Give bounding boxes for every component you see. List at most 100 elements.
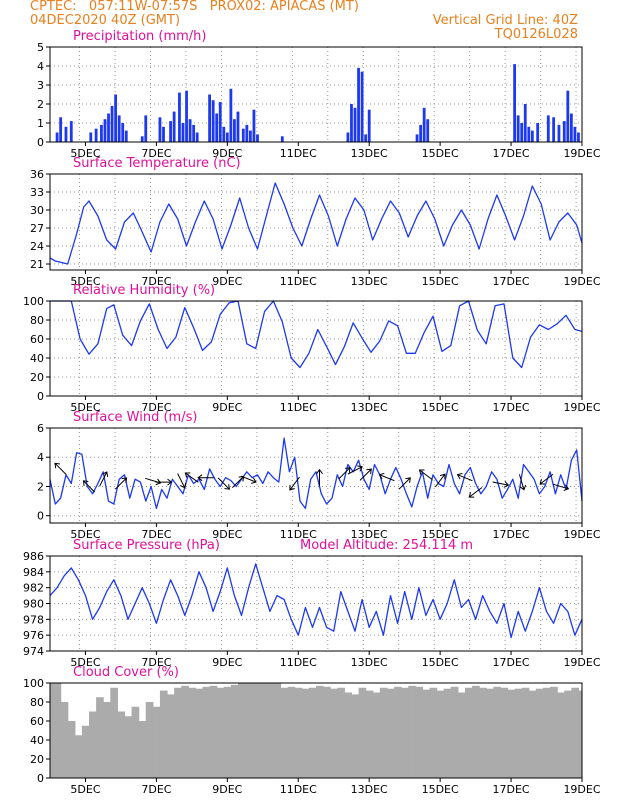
wind-ytick-label: 0: [37, 510, 44, 523]
pressure-ytick-label: 986: [23, 550, 44, 563]
header-datetime: 04DEC2020 40Z (GMT): [30, 13, 181, 28]
precip-bar: [513, 64, 517, 142]
cloud-xtick-label: 7DEC: [141, 783, 171, 796]
precip-xtick-label: 7DEC: [141, 147, 171, 160]
temp-xtick-label: 13DEC: [351, 275, 388, 288]
precip-bar: [169, 121, 172, 142]
cloud-cover-bar: [301, 688, 310, 778]
wind-direction-arrow: [398, 477, 411, 490]
precip-ytick-label: 5: [37, 41, 44, 54]
precip-bar: [415, 134, 419, 142]
temp-ytick-label: 27: [30, 222, 44, 235]
cloud-cover-bar: [308, 687, 317, 778]
cloud-cover-bar: [202, 686, 211, 778]
humidity-ytick-label: 0: [37, 390, 44, 403]
cloud-cover-bar: [152, 706, 161, 778]
wind-direction-arrow: [241, 475, 257, 484]
cloud-cover-bar: [174, 687, 182, 778]
wind-series-line: [49, 437, 583, 510]
cloud-cover-bar: [408, 685, 416, 778]
pressure-xtick-label: 15DEC: [422, 656, 459, 669]
wind-frame: [49, 427, 583, 524]
cloud-cover-bar: [237, 683, 246, 778]
precip-bar: [55, 132, 59, 142]
humidity-xtick-label: 15DEC: [422, 401, 459, 414]
precip-bar: [516, 115, 520, 142]
header-model-code: TQ0126L028: [494, 27, 578, 42]
wind-title: Surface Wind (m/s): [73, 410, 197, 425]
cloud-cover-bar: [351, 694, 360, 778]
wind-direction-arrow: [197, 474, 215, 482]
humidity-xtick-label: 11DEC: [280, 401, 317, 414]
precip-bar: [59, 117, 63, 142]
cloud-cover-bar: [386, 688, 395, 778]
cloud-cover-bar: [323, 686, 331, 778]
cloud-cover-bar: [472, 685, 480, 778]
precip-bar: [573, 126, 577, 142]
wind-xtick-label: 15DEC: [422, 528, 459, 541]
precip-title: Precipitation (mm/h): [73, 29, 206, 44]
cloud-cover-bar: [344, 692, 353, 778]
cloud-cover-bar: [578, 690, 582, 778]
precip-xtick-label: 9DEC: [212, 147, 242, 160]
pressure-xtick-label: 13DEC: [351, 656, 388, 669]
wind-direction-arrow: [456, 472, 473, 482]
cloud-cover-bar: [50, 683, 55, 778]
precip-bar: [245, 124, 249, 142]
wind-direction-arrow: [378, 472, 395, 482]
precip-bar: [236, 111, 240, 142]
temp-frame: [49, 173, 583, 271]
cloud-xtick-label: 11DEC: [280, 783, 317, 796]
humidity-xtick-label: 5DEC: [70, 401, 100, 414]
cloud-cover-bar: [479, 687, 487, 778]
wind-direction-arrow: [347, 465, 363, 475]
cloud-cover-bar: [138, 721, 147, 778]
wind-direction-arrow: [418, 469, 433, 480]
precip-bar: [422, 107, 426, 142]
precip-bar: [64, 126, 68, 142]
wind-xtick-label: 11DEC: [280, 528, 317, 541]
cloud-cover-bar: [316, 685, 324, 778]
precip-bar: [557, 124, 561, 142]
cloud-cover-bar: [436, 690, 445, 778]
cloud-cover-bar: [110, 687, 118, 778]
temp-ytick-label: 24: [30, 240, 44, 253]
cloud-cover-bar: [542, 687, 551, 778]
precip-bar: [527, 126, 531, 142]
wind-xtick-label: 7DEC: [141, 528, 171, 541]
precip-xtick-label: 13DEC: [351, 147, 388, 160]
precip-bar: [192, 124, 196, 142]
cloud-ytick-label: 100: [23, 677, 44, 690]
temp-ytick-label: 33: [30, 186, 44, 199]
humidity-ytick-label: 100: [23, 295, 44, 308]
precip-ytick-label: 4: [37, 60, 44, 73]
precip-bar: [530, 130, 534, 142]
cloud-cover-bar: [429, 687, 438, 778]
wind-direction-arrow: [316, 468, 323, 486]
cloud-cover-bar: [514, 688, 523, 778]
pressure-annotation: Model Altitude: 254.114 m: [300, 538, 473, 553]
cloud-cover-bar: [415, 686, 423, 778]
precip-bar: [124, 130, 128, 142]
humidity-ytick-label: 60: [30, 333, 44, 346]
temp-ytick-label: 21: [30, 258, 44, 271]
cloud-cover-bar: [457, 692, 466, 778]
cloud-cover-bar: [287, 686, 296, 778]
cloud-xtick-label: 15DEC: [422, 783, 459, 796]
header-station: CPTEC: 057:11W-07:57S PROX02: APIACAS (M…: [30, 0, 359, 14]
cloud-cover-bar: [145, 702, 154, 778]
cloud-cover-bar: [372, 692, 381, 778]
temp-xtick-label: 19DEC: [563, 275, 600, 288]
precip-bar: [94, 128, 98, 142]
cloud-cover-bar: [96, 697, 104, 778]
pressure-xtick-label: 5DEC: [70, 656, 100, 669]
cloud-ytick-label: 20: [30, 753, 44, 766]
cloud-cover-bar: [117, 711, 126, 778]
precip-bar: [121, 123, 125, 142]
precip-xtick-label: 5DEC: [70, 147, 100, 160]
cloud-cover-bar: [521, 687, 530, 778]
temp-xtick-label: 9DEC: [212, 275, 242, 288]
cloud-cover-bar: [394, 686, 402, 778]
precip-bar: [546, 115, 550, 142]
wind-xtick-label: 19DEC: [563, 528, 600, 541]
